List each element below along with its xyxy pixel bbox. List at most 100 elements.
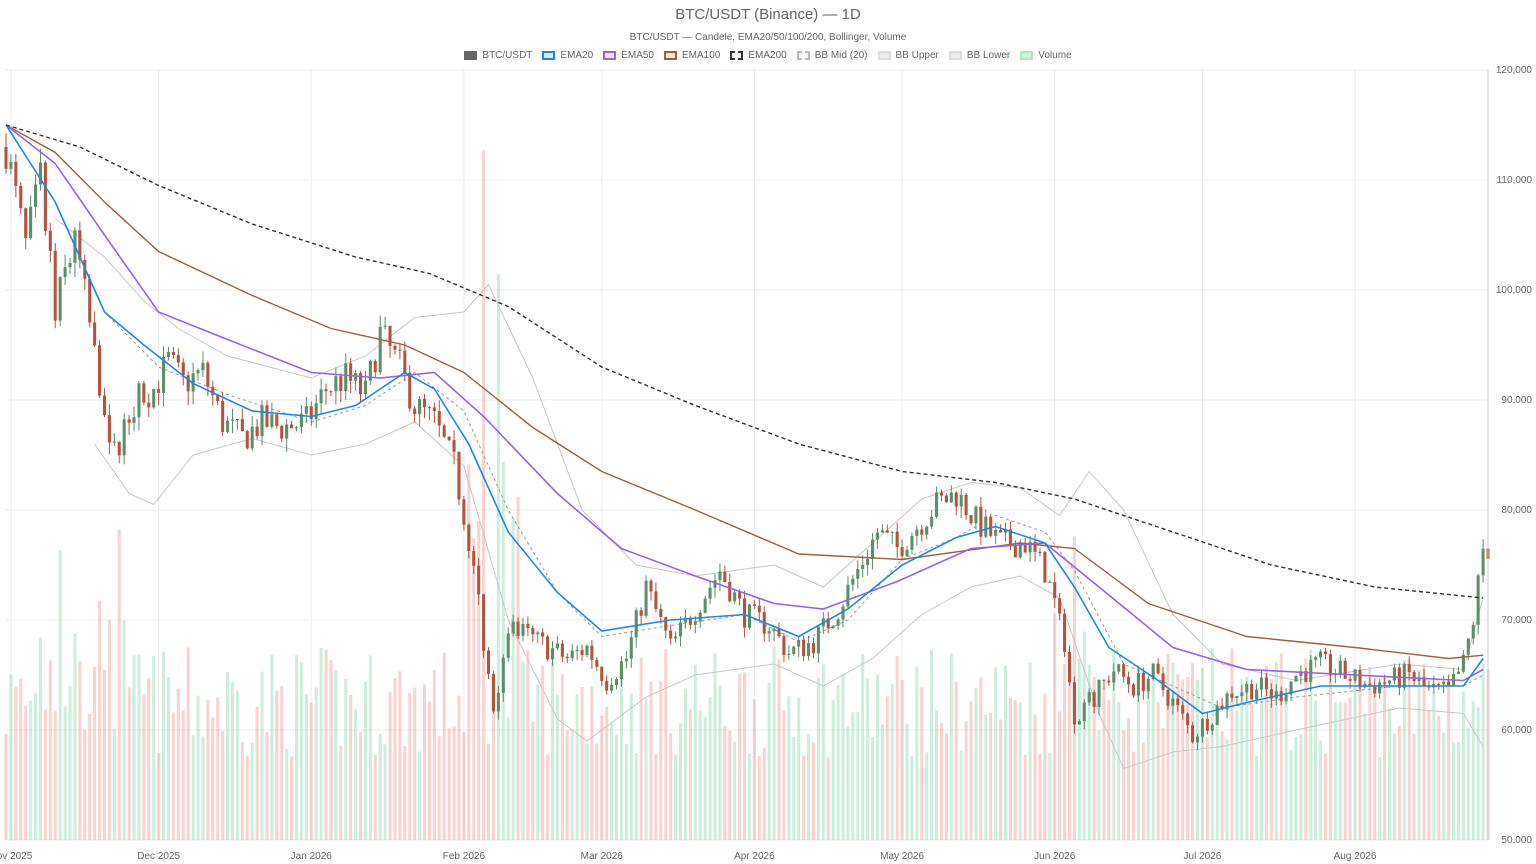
volume-bar <box>152 655 156 840</box>
volume-bar <box>1299 734 1303 840</box>
candle-body <box>373 360 377 373</box>
y-tick-label: 110,000 <box>1497 175 1533 186</box>
candle-body <box>255 426 259 437</box>
candle-body <box>1442 681 1446 685</box>
candle-body <box>349 363 353 381</box>
volume-bar <box>29 700 33 840</box>
volume-bar <box>683 688 687 840</box>
candle-body <box>1181 705 1185 714</box>
volume-bar <box>186 647 190 840</box>
volume-bar <box>826 757 830 840</box>
volume-bar <box>516 496 520 840</box>
candle-body <box>905 549 909 557</box>
candle-body <box>388 325 392 346</box>
legend-item[interactable]: EMA20 <box>542 50 593 61</box>
volume-bar <box>432 669 436 840</box>
candle-body <box>24 208 28 239</box>
candle-body <box>427 407 431 409</box>
volume-bar <box>846 726 850 840</box>
legend-item[interactable]: EMA100 <box>664 50 720 61</box>
y-tick-label: 50,000 <box>1501 835 1532 846</box>
volume-bar <box>1063 663 1067 840</box>
candle-body <box>1417 677 1421 682</box>
x-tick-label: Jul 2026 <box>1184 851 1222 862</box>
volume-bar <box>1043 693 1047 840</box>
volume-bar <box>1466 727 1470 840</box>
candle-body <box>1279 691 1283 702</box>
volume-bar <box>531 721 535 840</box>
legend-item[interactable]: BB Lower <box>948 50 1010 61</box>
volume-bar <box>610 723 614 840</box>
candle-body <box>1003 529 1008 533</box>
volume-bar <box>393 678 397 840</box>
volume-bar <box>1471 700 1475 840</box>
legend-item[interactable]: EMA200 <box>730 50 787 61</box>
legend-label: EMA20 <box>560 50 594 61</box>
volume-bar <box>590 686 594 840</box>
volume-bar <box>181 710 185 840</box>
volume-bar <box>398 671 402 840</box>
candle-body <box>280 425 284 439</box>
candle-body <box>841 606 845 620</box>
candle-body <box>304 406 308 414</box>
candle-body <box>1043 551 1047 583</box>
volume-bar <box>1363 712 1367 840</box>
candle-body <box>294 427 299 429</box>
candle-body <box>521 623 525 636</box>
volume-bar <box>1388 708 1392 840</box>
candle-body <box>363 380 367 395</box>
candle-body <box>984 516 988 537</box>
ema-lines <box>5 124 1484 715</box>
candle-body <box>994 529 998 536</box>
volume-bar <box>112 728 116 840</box>
volume-bar <box>954 681 958 840</box>
legend-item[interactable]: BB Upper <box>877 50 939 61</box>
volume-bar <box>511 517 515 840</box>
candle-body <box>915 529 919 536</box>
x-tick-label: Nov 2025 <box>0 851 33 862</box>
chart-subtitle: BTC/USDT — Candele, EMA20/50/100/200, Bo… <box>629 32 907 43</box>
candle-body <box>1269 689 1273 699</box>
legend-item[interactable]: Volume <box>1020 50 1072 61</box>
candle-body <box>1008 529 1012 546</box>
legend-item[interactable]: BB Mid (20) <box>796 50 868 61</box>
candle-body <box>1166 690 1170 706</box>
candle-body <box>176 355 180 363</box>
volume-bar <box>383 744 387 840</box>
candles <box>4 133 1490 751</box>
legend-item[interactable]: EMA50 <box>603 50 654 61</box>
candle-body <box>457 451 461 500</box>
candle-body <box>979 506 983 537</box>
candle-body <box>1191 725 1195 743</box>
volume-bar <box>546 754 550 840</box>
volume-bar <box>728 730 732 840</box>
x-tick-label: Apr 2026 <box>734 851 775 862</box>
candle-body <box>1097 679 1101 707</box>
legend-label: BB Upper <box>895 50 939 61</box>
volume-bar <box>43 709 47 840</box>
candle-body <box>472 551 476 566</box>
candle-body <box>403 350 407 373</box>
bb-upper-line <box>54 218 1484 682</box>
volume-bar <box>422 684 427 840</box>
volume-bar <box>462 732 466 840</box>
legend-label: Volume <box>1038 50 1072 61</box>
volume-bar <box>930 650 934 840</box>
y-tick-label: 60,000 <box>1501 725 1532 736</box>
volume-bar <box>619 670 623 840</box>
candle-body <box>634 610 638 638</box>
volume-bar <box>964 721 968 840</box>
candle-body <box>486 650 491 674</box>
legend-item[interactable]: BTC/USDT <box>464 50 532 61</box>
candle-body <box>733 592 737 602</box>
candle-body <box>767 631 771 634</box>
volume-bar <box>38 637 42 840</box>
volume-bar <box>792 736 796 840</box>
candle-body <box>1131 684 1136 696</box>
volume-bar <box>1058 711 1062 840</box>
volume-bar <box>1191 663 1195 840</box>
volume-bar <box>1328 661 1332 840</box>
volume-bar <box>53 710 57 840</box>
volume-bar <box>1353 668 1357 840</box>
candle-body <box>856 569 860 579</box>
